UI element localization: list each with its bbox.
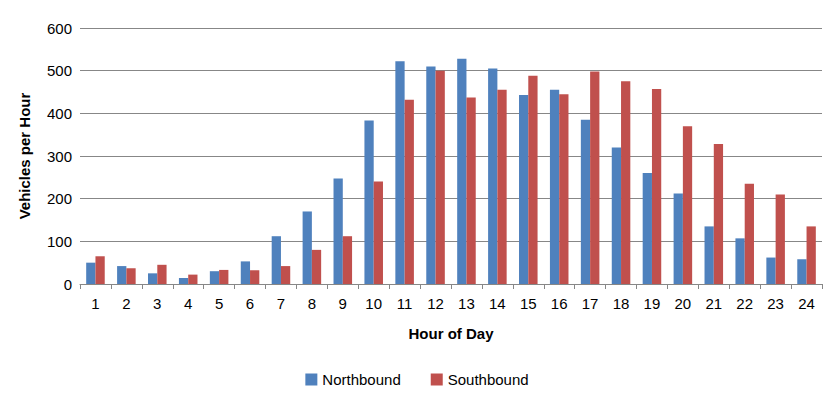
svg-text:7: 7 — [277, 295, 285, 312]
svg-text:23: 23 — [767, 295, 784, 312]
svg-text:18: 18 — [613, 295, 630, 312]
svg-text:Vehicles per Hour: Vehicles per Hour — [16, 92, 33, 219]
svg-text:9: 9 — [339, 295, 347, 312]
svg-text:500: 500 — [47, 62, 72, 79]
svg-text:12: 12 — [427, 295, 444, 312]
svg-text:5: 5 — [215, 295, 223, 312]
svg-text:16: 16 — [551, 295, 568, 312]
svg-text:Hour of Day: Hour of Day — [408, 325, 494, 342]
svg-text:11: 11 — [397, 295, 413, 312]
svg-text:Southbound: Southbound — [448, 371, 529, 388]
svg-text:400: 400 — [47, 105, 72, 122]
svg-text:300: 300 — [47, 148, 72, 165]
svg-text:22: 22 — [736, 295, 753, 312]
svg-text:0: 0 — [64, 276, 72, 293]
svg-text:4: 4 — [184, 295, 192, 312]
svg-text:19: 19 — [644, 295, 661, 312]
svg-text:1: 1 — [91, 295, 99, 312]
svg-text:Northbound: Northbound — [322, 371, 400, 388]
svg-text:6: 6 — [246, 295, 254, 312]
svg-text:3: 3 — [153, 295, 161, 312]
svg-text:8: 8 — [308, 295, 316, 312]
svg-text:100: 100 — [47, 233, 72, 250]
svg-text:17: 17 — [582, 295, 599, 312]
svg-text:13: 13 — [458, 295, 475, 312]
svg-text:21: 21 — [705, 295, 722, 312]
svg-text:600: 600 — [47, 20, 72, 37]
svg-text:24: 24 — [798, 295, 815, 312]
svg-text:15: 15 — [520, 295, 537, 312]
svg-text:2: 2 — [122, 295, 130, 312]
svg-text:20: 20 — [675, 295, 692, 312]
svg-text:200: 200 — [47, 190, 72, 207]
svg-text:14: 14 — [489, 295, 506, 312]
svg-text:10: 10 — [365, 295, 382, 312]
